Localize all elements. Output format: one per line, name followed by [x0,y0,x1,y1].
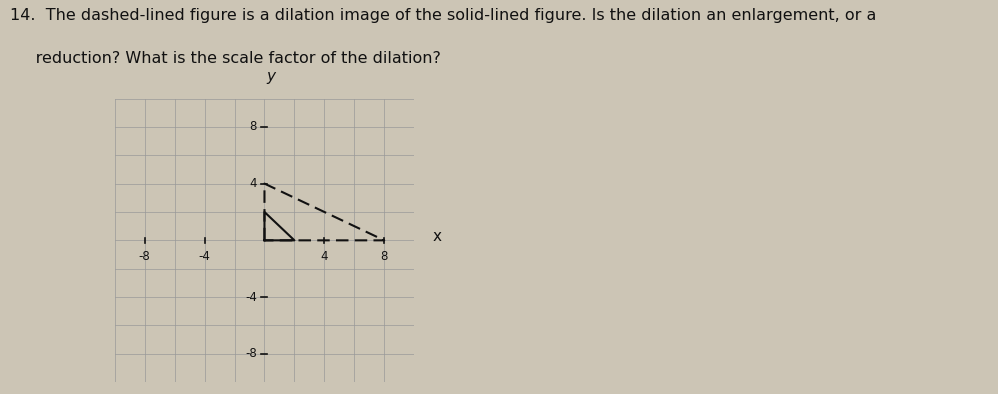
Text: -4: -4 [246,291,257,303]
Text: 4: 4 [250,177,257,190]
Text: -4: -4 [199,250,211,263]
Text: y: y [265,69,275,84]
Text: 8: 8 [250,121,257,133]
Text: 14.  The dashed-lined figure is a dilation image of the solid-lined figure. Is t: 14. The dashed-lined figure is a dilatio… [10,8,876,23]
Text: 8: 8 [380,250,388,263]
Text: x: x [432,229,441,243]
Text: -8: -8 [139,250,151,263]
Text: reduction? What is the scale factor of the dilation?: reduction? What is the scale factor of t… [10,51,441,66]
Text: -8: -8 [246,348,257,360]
Text: 4: 4 [320,250,328,263]
